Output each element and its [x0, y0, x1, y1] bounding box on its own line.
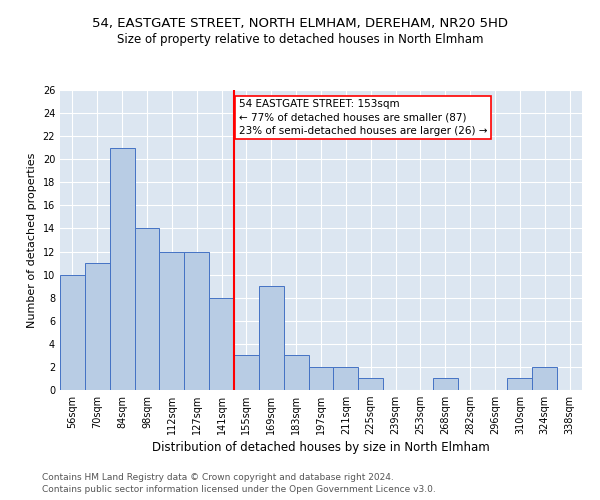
Bar [60, 274, 85, 390]
Bar [110, 148, 134, 390]
Text: Size of property relative to detached houses in North Elmham: Size of property relative to detached ho… [117, 32, 483, 46]
Bar [508, 378, 532, 390]
Bar [134, 228, 160, 390]
Text: Contains HM Land Registry data © Crown copyright and database right 2024.: Contains HM Land Registry data © Crown c… [42, 472, 394, 482]
Bar [85, 263, 110, 390]
Bar [184, 252, 209, 390]
Text: Contains public sector information licensed under the Open Government Licence v3: Contains public sector information licen… [42, 485, 436, 494]
Y-axis label: Number of detached properties: Number of detached properties [27, 152, 37, 328]
Text: 54, EASTGATE STREET, NORTH ELMHAM, DEREHAM, NR20 5HD: 54, EASTGATE STREET, NORTH ELMHAM, DEREH… [92, 18, 508, 30]
Bar [209, 298, 234, 390]
Bar [358, 378, 383, 390]
Bar [234, 356, 259, 390]
Bar [160, 252, 184, 390]
Bar [308, 367, 334, 390]
Text: 54 EASTGATE STREET: 153sqm
← 77% of detached houses are smaller (87)
23% of semi: 54 EASTGATE STREET: 153sqm ← 77% of deta… [239, 99, 487, 136]
Bar [532, 367, 557, 390]
Bar [433, 378, 458, 390]
Bar [259, 286, 284, 390]
Bar [334, 367, 358, 390]
Bar [284, 356, 308, 390]
X-axis label: Distribution of detached houses by size in North Elmham: Distribution of detached houses by size … [152, 442, 490, 454]
